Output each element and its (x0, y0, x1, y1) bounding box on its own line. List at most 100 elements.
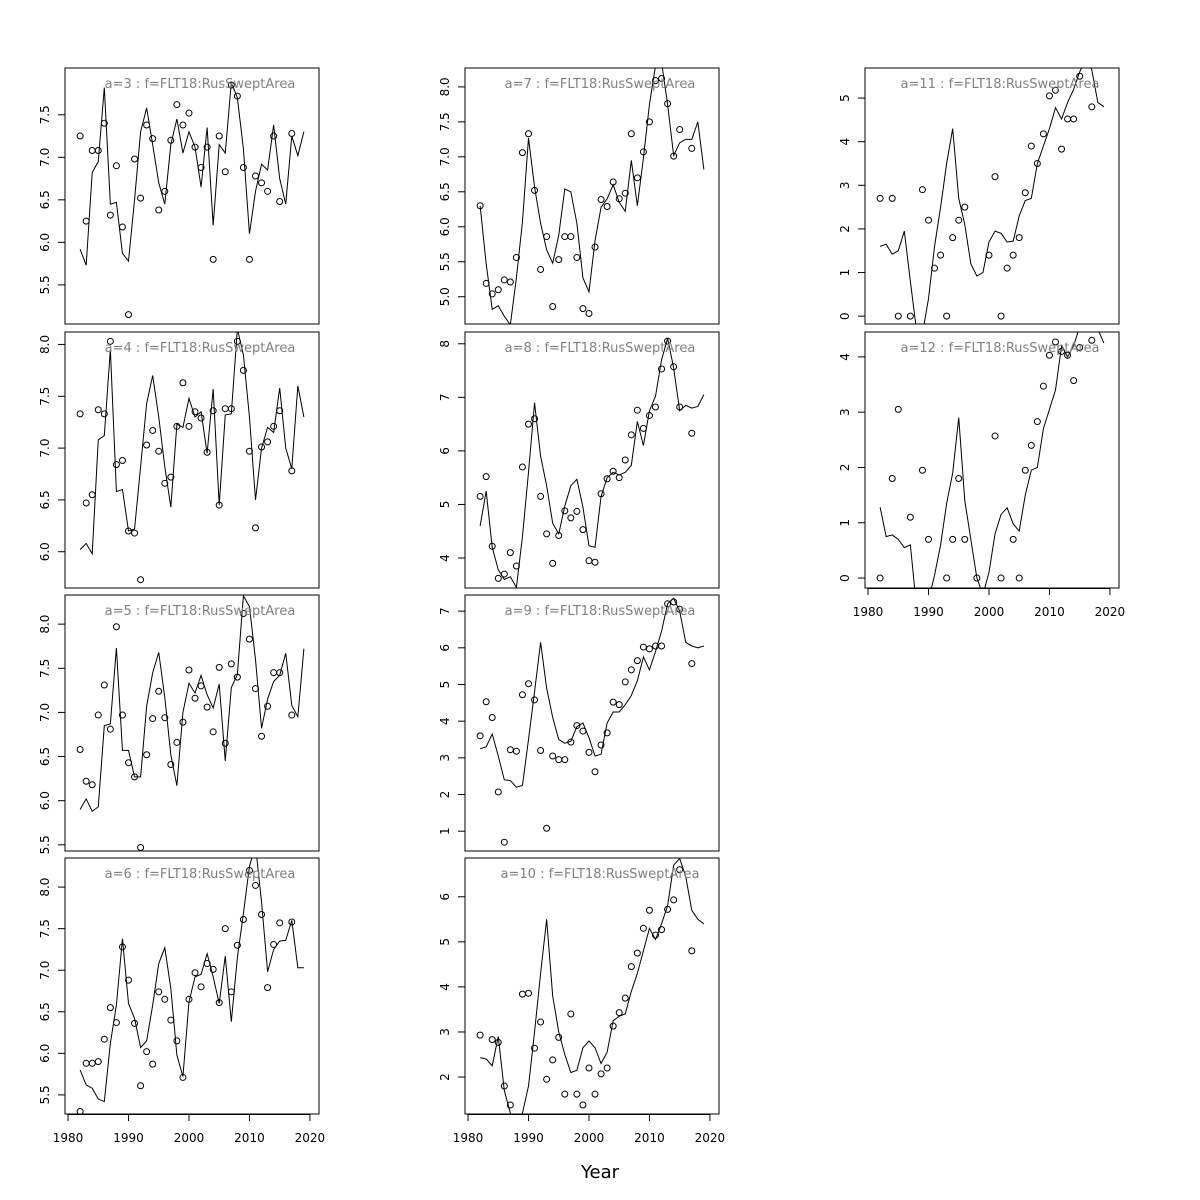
data-point (100, 681, 108, 689)
x-tick-label: 2010 (234, 1131, 265, 1145)
data-point (264, 438, 272, 446)
data-point (239, 366, 247, 374)
data-point (476, 492, 484, 500)
y-tick-label: 2 (838, 225, 852, 233)
data-point (258, 732, 266, 740)
y-tick-label: 8.0 (38, 615, 52, 634)
data-point (888, 475, 896, 483)
data-point (633, 406, 641, 414)
y-tick-label: 8.0 (38, 878, 52, 897)
data-point (270, 940, 278, 948)
data-point (288, 918, 296, 926)
data-point (239, 164, 247, 172)
x-tick-label: 2020 (1095, 605, 1126, 619)
data-point (876, 194, 884, 202)
data-point (500, 276, 508, 284)
data-point (615, 1009, 623, 1017)
y-tick-label: 6.5 (438, 182, 452, 201)
data-point (543, 1075, 551, 1083)
fit-line (480, 858, 705, 1114)
data-point (1021, 466, 1029, 474)
data-point (215, 132, 223, 140)
y-tick-label: 7.5 (438, 112, 452, 131)
data-point (112, 461, 120, 469)
y-tick-label: 7.0 (38, 439, 52, 458)
data-point (276, 919, 284, 927)
data-point (573, 1090, 581, 1098)
y-tick-label: 3 (838, 181, 852, 189)
data-point (567, 233, 575, 241)
fit-line (79, 858, 304, 1103)
data-point (494, 286, 502, 294)
data-point (1009, 535, 1017, 543)
data-point (82, 499, 90, 507)
data-point (531, 696, 539, 704)
data-point (518, 463, 526, 471)
y-tick-label: 7.0 (38, 148, 52, 167)
data-point (943, 312, 951, 320)
data-point (100, 410, 108, 418)
data-point (579, 526, 587, 534)
y-tick-label: 6.5 (38, 490, 52, 509)
x-tick-label: 1980 (53, 1131, 84, 1145)
data-point (525, 989, 532, 997)
data-point (688, 429, 696, 437)
data-point (76, 1108, 84, 1114)
y-tick-label: 5 (438, 938, 452, 946)
data-point (633, 657, 641, 665)
y-tick-label: 5.0 (438, 287, 452, 306)
fit-line (479, 68, 705, 324)
data-point (167, 473, 175, 481)
data-point (585, 310, 593, 318)
data-point (179, 121, 187, 129)
y-tick-label: 5 (438, 681, 452, 689)
x-axis-label: Year (580, 1162, 620, 1183)
data-point (82, 777, 90, 785)
data-point (585, 1064, 593, 1072)
data-point (106, 337, 114, 345)
data-point (579, 305, 587, 313)
data-point (603, 475, 611, 483)
data-point (270, 132, 278, 140)
data-point (131, 155, 139, 163)
data-point (645, 645, 653, 653)
data-point (894, 405, 902, 413)
data-point (245, 447, 253, 455)
data-point (518, 149, 526, 157)
data-point (525, 420, 532, 428)
data-point (137, 1082, 145, 1090)
data-point (1052, 338, 1059, 346)
data-point (245, 635, 253, 643)
data-point (876, 574, 884, 582)
data-point (688, 947, 696, 955)
panel-title: a=3 : f=FLT18:RusSweptArea (105, 77, 296, 92)
data-point (209, 407, 217, 415)
panel-title: a=11 : f=FLT18:RusSweptArea (901, 77, 1100, 92)
data-point (688, 660, 696, 668)
data-point (549, 559, 557, 567)
data-point (609, 698, 617, 706)
data-point (549, 752, 557, 760)
panel-title: a=6 : f=FLT18:RusSweptArea (105, 867, 296, 882)
data-point (137, 194, 145, 202)
data-point (125, 976, 132, 984)
data-point (627, 666, 635, 674)
data-point (1015, 234, 1023, 242)
y-tick-label: 2 (838, 464, 852, 472)
data-point (264, 702, 272, 710)
y-tick-label: 6 (438, 893, 452, 901)
data-point (276, 198, 284, 206)
fit-line (79, 332, 305, 556)
data-point (949, 535, 957, 543)
y-tick-label: 4 (438, 717, 452, 725)
panel-title: a=5 : f=FLT18:RusSweptArea (105, 604, 296, 619)
data-point (125, 311, 132, 319)
data-point (1003, 264, 1011, 272)
y-tick-label: 7.5 (38, 659, 52, 678)
data-point (561, 756, 569, 764)
y-tick-label: 8 (438, 340, 452, 348)
x-tick-label: 2000 (974, 605, 1005, 619)
y-tick-label: 7.0 (438, 147, 452, 166)
data-point (167, 760, 175, 768)
